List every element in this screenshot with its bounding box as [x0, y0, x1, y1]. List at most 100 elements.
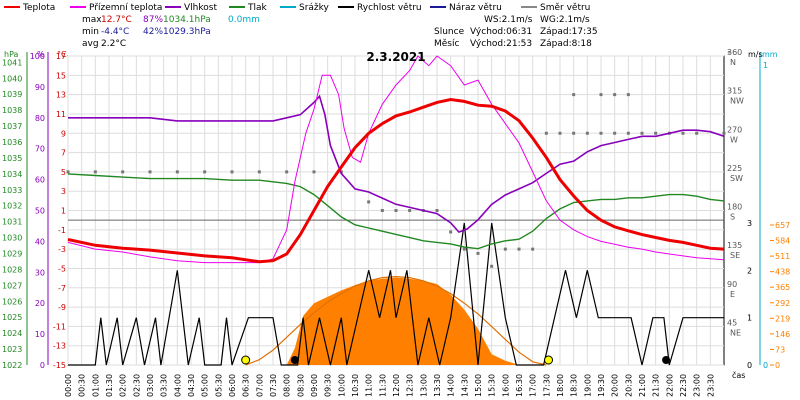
direction-tick-deg: 90	[727, 280, 737, 289]
wind-direction-point	[517, 247, 521, 251]
time-tick: 06:00	[228, 374, 237, 397]
stat-min-hum: 42%	[143, 27, 163, 37]
rain-tick: 0	[763, 361, 768, 370]
pressure-tick: 1030	[2, 234, 22, 243]
solar-tick: 146	[775, 330, 790, 339]
humidity-line	[68, 94, 725, 234]
solar-theory-line	[245, 275, 547, 366]
wind-direction-point	[462, 247, 466, 251]
pressure-tick: 1039	[2, 90, 22, 99]
temp-tick: 5	[61, 168, 66, 177]
wind-direction-point	[599, 93, 603, 97]
humidity-tick: 90	[35, 83, 45, 92]
time-tick: 06:30	[242, 374, 251, 397]
pressure-tick: 1037	[2, 122, 22, 131]
temp-tick: -5	[58, 264, 66, 273]
stat-max-press: 1034.1hPa	[163, 15, 211, 25]
direction-tick-deg: 270	[727, 125, 742, 134]
time-tick: 02:30	[132, 374, 141, 397]
info-sun-set: Západ:17:35	[540, 27, 598, 37]
time-tick: 14:30	[460, 374, 469, 397]
direction-tick-label: NW	[730, 97, 744, 106]
wind-direction-point	[572, 131, 576, 135]
wind-direction-point	[613, 131, 617, 135]
info-sun-rise: Východ:06:31	[470, 27, 532, 37]
wind-direction-point	[148, 170, 152, 174]
wind-direction-point	[626, 131, 630, 135]
time-tick: 23:00	[693, 374, 702, 397]
direction-tick-deg: 45	[727, 318, 737, 327]
wind-direction-point	[93, 170, 97, 174]
solar-tick: 0	[775, 361, 780, 370]
humidity-tick: 50	[35, 207, 45, 216]
time-tick: 22:30	[679, 374, 688, 397]
time-tick: 07:30	[269, 374, 278, 397]
info-wg: WG:2.1m/s	[540, 15, 590, 25]
direction-tick-label: N	[730, 58, 736, 67]
temp-tick: -3	[58, 245, 66, 254]
pressure-tick: 1023	[2, 345, 22, 354]
moonset-marker	[290, 356, 299, 364]
solar-tick: 438	[775, 268, 790, 277]
wind-tick: 3	[747, 219, 752, 228]
time-tick: 11:30	[378, 374, 387, 397]
solar-tick: 511	[775, 252, 790, 261]
humidity-tick: 10	[35, 330, 45, 339]
pressure-tick: 1031	[2, 218, 22, 227]
wind-direction-point	[408, 209, 412, 212]
wind-direction-point	[640, 131, 644, 135]
humidity-tick: 0	[40, 361, 45, 370]
direction-tick-deg: 315	[727, 87, 742, 96]
wind-direction-point	[230, 170, 234, 174]
pressure-tick: 1035	[2, 154, 22, 163]
pressure-tick: 1033	[2, 186, 22, 195]
temp-tick: -7	[58, 284, 66, 293]
time-tick: 08:00	[283, 374, 292, 397]
info-moon-rise: Východ:21:53	[470, 39, 532, 49]
rain-tick: 1	[763, 61, 768, 70]
time-tick: 18:30	[570, 374, 579, 397]
wind-direction-point	[654, 131, 658, 135]
wind-direction-point	[599, 131, 603, 135]
time-tick: 16:30	[515, 374, 524, 397]
time-tick: 02:00	[119, 374, 128, 397]
legend-label: Tlak	[247, 3, 268, 13]
stats-label: max	[82, 15, 102, 25]
pressure-tick: 1024	[2, 329, 22, 338]
time-tick: 07:00	[255, 374, 264, 397]
stats-label: avg	[82, 39, 99, 49]
time-tick: 04:30	[187, 374, 196, 397]
temperature-line	[67, 97, 725, 264]
humidity-tick: 60	[35, 176, 45, 185]
pressure-tick: 1027	[2, 281, 22, 290]
wind-direction-point	[476, 251, 480, 255]
time-tick: 11:00	[365, 374, 374, 397]
legend-label: Náraz větru	[449, 3, 502, 13]
direction-tick-deg: 225	[727, 164, 742, 173]
wind-direction-point	[175, 170, 179, 174]
sunset-marker	[544, 355, 554, 365]
time-tick: 00:00	[64, 374, 73, 397]
info-moon-label: Měsíc	[434, 39, 459, 49]
wind-direction-point	[435, 209, 439, 212]
humidity-tick: 20	[35, 299, 45, 308]
time-tick: 23:30	[706, 374, 715, 397]
time-tick: 17:30	[542, 374, 551, 397]
wind-axis-unit: m/s	[748, 50, 763, 59]
time-tick: 19:30	[597, 374, 606, 397]
temp-tick: 1	[61, 207, 66, 216]
wind-direction-point	[503, 247, 507, 251]
wind-direction-point	[312, 170, 316, 174]
time-axis-label: čas	[732, 370, 745, 380]
wind-direction-point	[203, 170, 207, 174]
solar-tick: 365	[775, 283, 790, 292]
pressure-line	[67, 173, 725, 250]
time-tick: 08:30	[296, 374, 305, 397]
humidity-tick: 100	[30, 52, 45, 61]
time-tick: 17:00	[529, 374, 538, 397]
pressure-tick: 1034	[2, 170, 22, 179]
pressure-tick: 1040	[2, 74, 22, 83]
direction-tick-label: S	[730, 213, 735, 222]
temp-tick: -1	[58, 226, 66, 235]
